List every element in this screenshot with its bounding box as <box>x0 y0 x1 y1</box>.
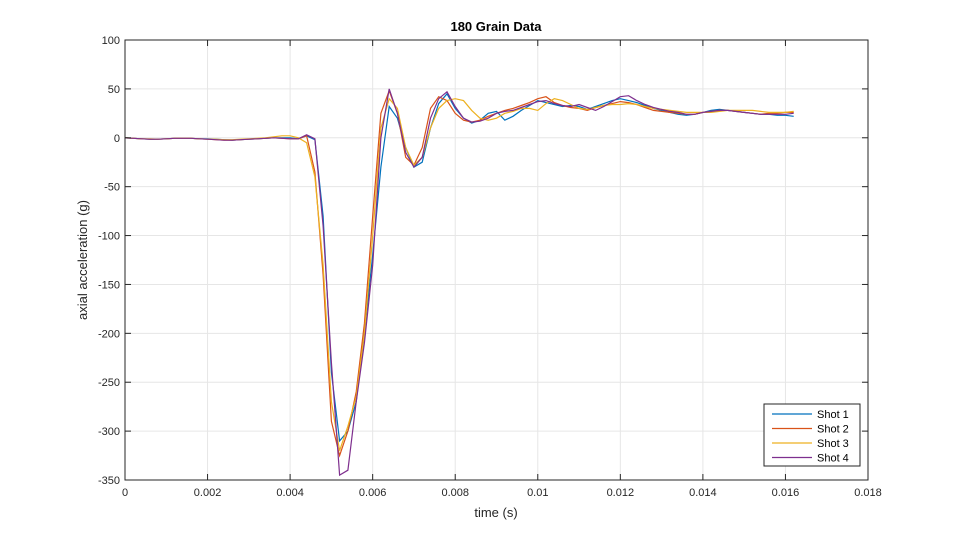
legend: Shot 1 Shot 2 Shot 3 Shot 4 <box>763 403 861 467</box>
x-tick-label: 0.006 <box>359 487 387 499</box>
x-tick-label: 0.004 <box>276 487 304 499</box>
y-tick-label: -200 <box>98 328 120 340</box>
x-tick-label: 0.016 <box>772 487 800 499</box>
y-tick-label: 0 <box>114 133 120 145</box>
legend-label-2: Shot 2 <box>817 424 849 436</box>
x-tick-label: 0.008 <box>441 487 469 499</box>
x-tick-label: 0 <box>122 487 128 499</box>
series-line-2 <box>124 89 794 458</box>
series-line-3 <box>124 97 794 451</box>
series-line-4 <box>124 88 794 477</box>
x-tick-label: 0.002 <box>194 487 222 499</box>
y-tick-label: -100 <box>98 231 120 243</box>
axes: 0 0.002 0.004 0.006 0.008 0.01 0.012 0.014 0.016… <box>98 35 882 499</box>
y-axis-label: axial acceleration (g) <box>75 200 90 320</box>
plot-area <box>124 88 794 477</box>
x-tick-label: 0.01 <box>527 487 548 499</box>
x-tick-label: 0.014 <box>689 487 717 499</box>
y-tick-label: -300 <box>98 426 120 438</box>
legend-label-4: Shot 4 <box>817 453 849 465</box>
y-tick-label: -350 <box>98 475 120 487</box>
grid-lines <box>124 39 869 481</box>
y-tick-label: 50 <box>108 84 120 96</box>
series-line-1 <box>124 92 794 443</box>
chart-title: 180 Grain Data <box>450 19 542 34</box>
y-tick-label: -250 <box>98 377 120 389</box>
x-tick-label: 0.018 <box>854 487 882 499</box>
legend-label-3: Shot 3 <box>817 438 849 450</box>
legend-label-1: Shot 1 <box>817 409 849 421</box>
y-tick-label: -150 <box>98 279 120 291</box>
y-tick-label: -50 <box>104 182 120 194</box>
x-axis-label: time (s) <box>474 505 517 520</box>
y-tick-label: 100 <box>102 35 120 47</box>
x-tick-label: 0.012 <box>607 487 635 499</box>
